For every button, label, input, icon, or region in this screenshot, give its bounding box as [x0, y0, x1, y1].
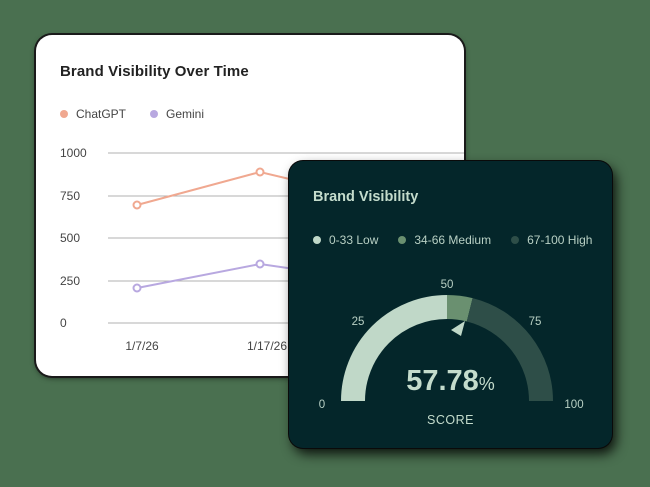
gauge-pointer-icon: [451, 321, 465, 336]
low-dot-icon: [313, 236, 321, 244]
chatgpt-point-1[interactable]: [132, 200, 142, 210]
y-tick-500: 500: [60, 231, 80, 245]
x-tick-1-7-26: 1/7/26: [125, 339, 159, 353]
score-unit: %: [478, 374, 495, 394]
legend-item-high[interactable]: 67-100 High: [511, 233, 592, 247]
y-tick-1000: 1000: [60, 146, 87, 160]
y-axis-ticks: 1000 750 500 250 0: [60, 146, 87, 330]
medium-dot-icon: [398, 236, 407, 244]
legend-item-chatgpt[interactable]: ChatGPT: [60, 107, 126, 121]
y-tick-0: 0: [60, 316, 67, 330]
gauge-tick-25: 25: [352, 316, 365, 328]
legend-label-chatgpt: ChatGPT: [76, 107, 127, 121]
chatgpt-dot-icon: [60, 110, 68, 118]
high-dot-icon: [511, 236, 520, 244]
gauge-chart: 0 25 50 75 100: [319, 279, 584, 411]
y-tick-250: 250: [60, 274, 80, 288]
gauge-ticks: 0 25 50 75 100: [319, 279, 584, 411]
line-chart-title: Brand Visibility Over Time: [60, 63, 249, 80]
score-value: 57.78%: [289, 365, 612, 398]
gauge-tick-100: 100: [564, 399, 583, 411]
x-tick-1-17-26: 1/17/26: [247, 339, 287, 353]
legend-label-high: 67-100 High: [527, 233, 593, 247]
legend-item-medium[interactable]: 34-66 Medium: [398, 233, 491, 247]
gauge-tick-50: 50: [441, 279, 454, 291]
line-chart-legend: ChatGPT Gemini: [60, 107, 204, 121]
gauge-legend: 0-33 Low 34-66 Medium 67-100 High: [313, 233, 592, 247]
gauge-card: Brand Visibility 0-33 Low 34-66 Medium 6…: [289, 161, 612, 448]
gauge-band-high: [466, 298, 553, 402]
legend-item-low[interactable]: 0-33 Low: [313, 233, 378, 247]
chatgpt-point-2[interactable]: [255, 167, 265, 177]
gauge-title: Brand Visibility: [313, 189, 419, 205]
gemini-dot-icon: [150, 110, 159, 118]
x-axis-ticks: 1/7/26 1/17/26: [125, 339, 287, 353]
gemini-point-2[interactable]: [255, 259, 265, 269]
gauge-tick-75: 75: [529, 316, 542, 328]
legend-label-medium: 34-66 Medium: [414, 233, 492, 247]
score-number: 57.78: [406, 365, 479, 397]
legend-label-low: 0-33 Low: [329, 233, 379, 247]
legend-item-gemini[interactable]: Gemini: [150, 107, 204, 121]
gauge-tick-0: 0: [319, 399, 325, 411]
legend-label-gemini: Gemini: [166, 107, 205, 121]
y-tick-750: 750: [60, 189, 80, 203]
gauge-band-low: [341, 295, 448, 402]
gauge-band-medium: [446, 295, 473, 322]
score-label: SCORE: [427, 413, 474, 427]
gemini-point-1[interactable]: [132, 283, 142, 293]
